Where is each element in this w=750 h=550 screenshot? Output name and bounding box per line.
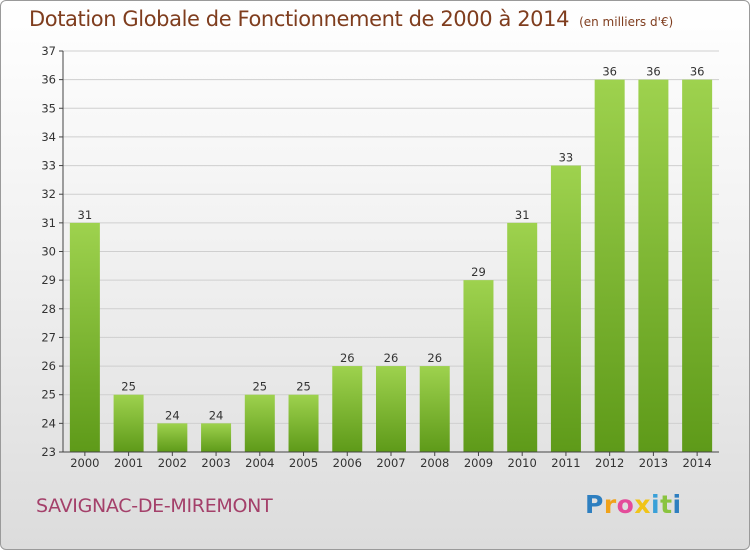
- data-label: 31: [78, 208, 93, 222]
- y-tick-label: 32: [41, 187, 56, 201]
- bar-2005: [288, 394, 319, 452]
- logo-letter: r: [603, 490, 617, 519]
- logo-letter: i: [651, 490, 661, 519]
- y-tick-label: 26: [41, 359, 56, 373]
- data-label: 25: [252, 380, 267, 394]
- logo-letter: i: [672, 490, 682, 519]
- x-tick-label: 2010: [508, 456, 537, 470]
- data-label: 33: [559, 151, 574, 165]
- data-label: 36: [602, 65, 617, 79]
- bar-2000: [69, 222, 100, 452]
- x-tick-label: 2007: [376, 456, 405, 470]
- x-tick-label: 2006: [333, 456, 362, 470]
- data-label: 29: [471, 265, 486, 279]
- chart-unit-label: (en milliers d'€): [579, 15, 674, 29]
- axis-layer: 23 24 25 26 27 28 29 30 31 32 33 34 35 36 37 2000 2001 20…: [41, 44, 719, 470]
- data-label: 25: [296, 380, 311, 394]
- data-label: 26: [384, 351, 399, 365]
- data-label: 36: [690, 65, 705, 79]
- x-tick-label: 2000: [70, 456, 99, 470]
- y-tick-label: 30: [41, 245, 56, 259]
- bar-2006: [332, 366, 363, 452]
- y-tick-label: 31: [41, 216, 56, 230]
- x-tick-label: 2014: [682, 456, 711, 470]
- bar-2008: [419, 366, 450, 452]
- chart-title: Dotation Globale de Fonctionnement de 20…: [29, 7, 673, 31]
- y-tick-label: 28: [41, 302, 56, 316]
- y-tick-label: 27: [41, 330, 56, 344]
- bar-2014: [682, 79, 713, 453]
- bar-2011: [550, 165, 581, 453]
- bar-2012: [594, 79, 625, 453]
- logo-letter: x: [634, 490, 651, 519]
- bar-2004: [244, 394, 275, 452]
- y-tick-label: 25: [41, 388, 56, 402]
- data-label: 36: [646, 65, 661, 79]
- logo-letter: t: [660, 490, 673, 519]
- proxiti-logo: Proxiti: [585, 490, 682, 519]
- data-label: 24: [165, 408, 180, 422]
- data-label: 25: [121, 380, 136, 394]
- y-tick-label: 24: [41, 416, 56, 430]
- x-tick-label: 2005: [289, 456, 318, 470]
- x-tick-label: 2011: [551, 456, 580, 470]
- bar-2002: [157, 423, 188, 452]
- data-label: 26: [427, 351, 442, 365]
- y-tick-label: 37: [41, 44, 56, 58]
- x-tick-label: 2003: [201, 456, 230, 470]
- x-tick-label: 2002: [158, 456, 187, 470]
- x-tick-label: 2004: [245, 456, 274, 470]
- logo-letter: o: [616, 490, 635, 519]
- y-tick-label: 35: [41, 101, 56, 115]
- commune-name: SAVIGNAC-DE-MIREMONT: [36, 495, 273, 517]
- x-tick-label: 2013: [639, 456, 668, 470]
- bar-2009: [463, 280, 494, 452]
- x-tick-label: 2001: [114, 456, 143, 470]
- x-tick-label: 2009: [464, 456, 493, 470]
- y-tick-label: 34: [41, 130, 56, 144]
- bar-2007: [376, 366, 406, 452]
- x-tick-label: 2012: [595, 456, 624, 470]
- y-tick-label: 33: [41, 159, 56, 173]
- x-tick-label: 2008: [420, 456, 449, 470]
- data-label: 24: [209, 408, 224, 422]
- data-label: 26: [340, 351, 355, 365]
- bar-2001: [113, 394, 144, 452]
- bar-2013: [638, 79, 669, 453]
- data-label: 31: [515, 208, 530, 222]
- bar-layer: 31 25 24 24 25 25 26 26 26 29 31 33 36 36 36: [69, 65, 713, 453]
- y-tick-label: 36: [41, 73, 56, 87]
- bar-2010: [507, 222, 538, 452]
- y-tick-label: 23: [41, 445, 56, 459]
- logo-letter: P: [585, 490, 604, 519]
- bar-2003: [201, 423, 232, 452]
- chart-title-text: Dotation Globale de Fonctionnement de 20…: [29, 7, 570, 31]
- y-tick-label: 29: [41, 273, 56, 287]
